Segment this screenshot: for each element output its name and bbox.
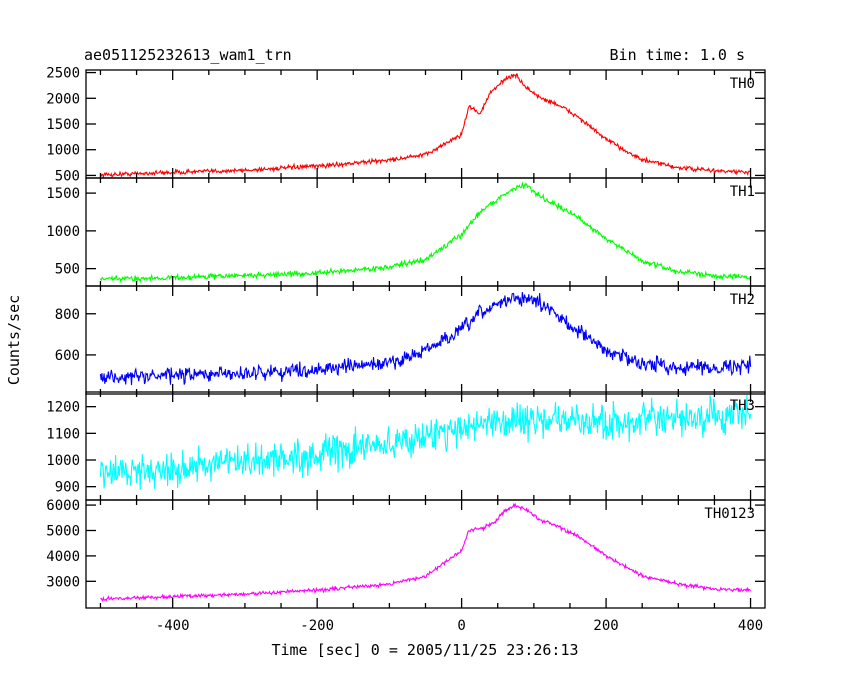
y-tick-label: 900 (55, 480, 80, 496)
panel-th0: 500 1000 1500 2000 2500 TH0 (46, 66, 766, 184)
y-tick-label: 6000 (46, 498, 80, 514)
panel-th1: 500 1000 1500 TH1 (46, 177, 766, 287)
y-tick-label: 500 (55, 168, 80, 184)
series-line-th2 (99, 292, 752, 386)
panel-frame (85, 285, 766, 395)
series-line-th3 (99, 395, 752, 490)
x-tick-label: 400 (738, 618, 763, 634)
x-axis-label: Time [sec] 0 = 2005/11/25 23:26:13 (271, 641, 578, 659)
y-tick-label: 2500 (46, 66, 80, 82)
series-label-th1: TH1 (730, 184, 755, 200)
y-tick-label: 1000 (46, 224, 80, 240)
panel-frame (85, 391, 766, 501)
y-tick-label: 1500 (46, 117, 80, 133)
chart-title: ae051125232613_wam1_trn (84, 46, 292, 64)
series-line-th0 (99, 73, 751, 179)
series-label-th2: TH2 (730, 292, 755, 308)
panel-frame (85, 69, 766, 179)
bin-time-label: Bin time: 1.0 s (610, 46, 745, 64)
y-tick-label: 1200 (46, 400, 80, 416)
series-label-th0: TH0 (730, 76, 755, 92)
series-line-th1 (99, 181, 752, 284)
series-label-th3: TH3 (730, 398, 755, 414)
x-tick-label: -200 (300, 618, 334, 634)
y-tick-label: 500 (55, 262, 80, 278)
y-tick-label: 4000 (46, 549, 80, 565)
y-tick-label: 3000 (46, 574, 80, 590)
y-tick-label: 2000 (46, 91, 80, 107)
x-tick-label: 200 (593, 618, 618, 634)
y-tick-label: 1000 (46, 453, 80, 469)
y-tick-label: 600 (55, 348, 80, 364)
series-line-th0123 (100, 502, 752, 602)
x-tick-label: 0 (457, 618, 465, 634)
y-tick-label: 1500 (46, 186, 80, 202)
y-tick-label: 1100 (46, 426, 80, 442)
series-label-th0123: TH0123 (704, 506, 755, 522)
panel-th3: 900 1000 1100 1200 TH3 (46, 391, 766, 501)
panel-th0123: 3000 4000 5000 6000 TH0123 -400 -200 0 200 400 (46, 498, 766, 634)
y-tick-label: 1000 (46, 143, 80, 159)
x-tick-label: -400 (156, 618, 190, 634)
y-tick-label: 800 (55, 307, 80, 323)
y-tick-label: 5000 (46, 523, 80, 539)
y-axis-label: Counts/sec (5, 295, 23, 385)
panel-frame (85, 499, 766, 609)
panel-th2: 600 800 TH2 (55, 285, 766, 395)
